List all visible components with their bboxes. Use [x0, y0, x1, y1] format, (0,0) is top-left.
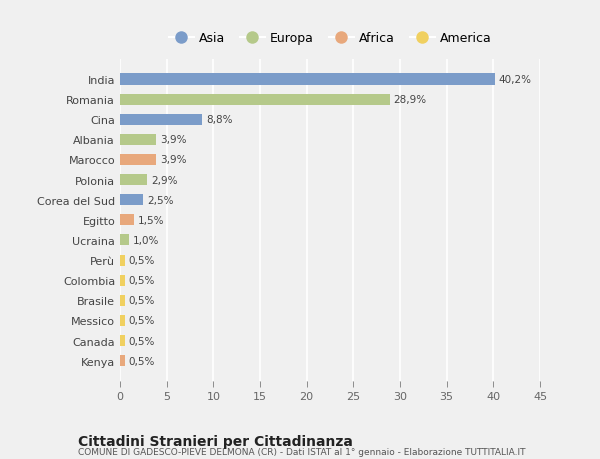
Text: 0,5%: 0,5% [128, 275, 155, 285]
Bar [120, 155, 157, 166]
Bar [120, 74, 495, 85]
Text: COMUNE DI GADESCO-PIEVE DELMONA (CR) - Dati ISTAT al 1° gennaio - Elaborazione T: COMUNE DI GADESCO-PIEVE DELMONA (CR) - D… [78, 448, 526, 457]
Text: 0,5%: 0,5% [128, 256, 155, 265]
Bar [120, 235, 130, 246]
Bar [120, 295, 125, 306]
Text: 2,5%: 2,5% [147, 195, 173, 205]
Text: 8,8%: 8,8% [206, 115, 232, 125]
Text: 2,9%: 2,9% [151, 175, 178, 185]
Bar [120, 335, 125, 346]
Legend: Asia, Europa, Africa, America: Asia, Europa, Africa, America [164, 28, 496, 50]
Text: 0,5%: 0,5% [128, 336, 155, 346]
Bar [120, 255, 125, 266]
Bar [120, 95, 390, 106]
Bar [120, 315, 125, 326]
Text: 1,5%: 1,5% [138, 215, 164, 225]
Text: Cittadini Stranieri per Cittadinanza: Cittadini Stranieri per Cittadinanza [78, 434, 353, 448]
Text: 28,9%: 28,9% [394, 95, 427, 105]
Bar [120, 114, 202, 125]
Text: 0,5%: 0,5% [128, 316, 155, 326]
Text: 3,9%: 3,9% [160, 155, 187, 165]
Bar [120, 215, 134, 226]
Bar [120, 174, 147, 186]
Bar [120, 355, 125, 366]
Text: 3,9%: 3,9% [160, 135, 187, 145]
Text: 40,2%: 40,2% [499, 75, 532, 85]
Text: 1,0%: 1,0% [133, 235, 160, 246]
Text: 0,5%: 0,5% [128, 296, 155, 306]
Bar [120, 195, 143, 206]
Bar [120, 275, 125, 286]
Text: 0,5%: 0,5% [128, 356, 155, 366]
Bar [120, 134, 157, 146]
